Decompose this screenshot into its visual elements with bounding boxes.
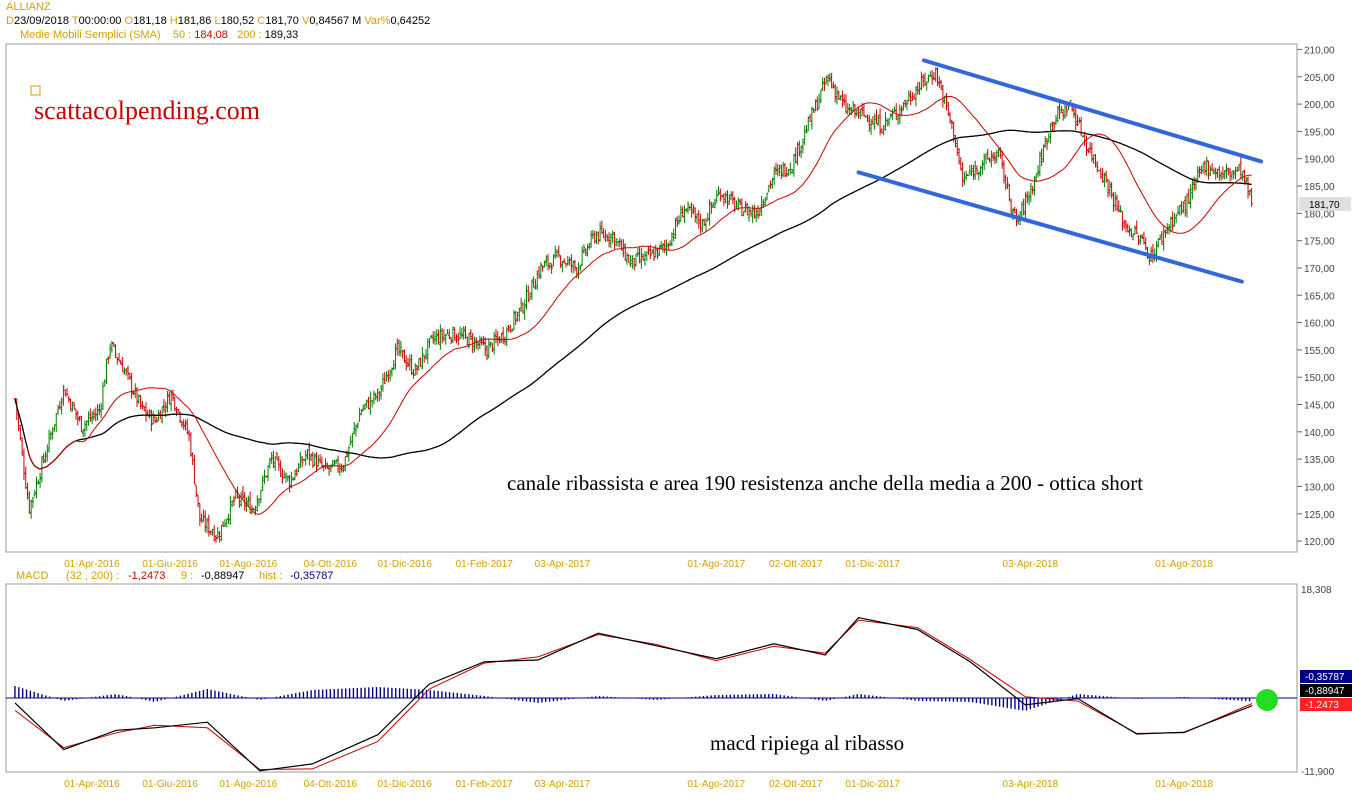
x-tick-label: 01-Dic-2016 bbox=[377, 559, 432, 570]
macd-x-axis: 01-Apr-2016 01-Giu-2016 01-Ago-2016 04-Ott-… bbox=[64, 779, 1213, 790]
time-value: 00:00:00 bbox=[78, 15, 122, 27]
y-tick-label: 190,00 bbox=[1304, 155, 1335, 166]
watermark-text: scattacolpending.com bbox=[34, 96, 260, 125]
price-frame bbox=[5, 43, 1298, 553]
sma200-line bbox=[14, 129, 1252, 470]
date-value: 23/09/2018 bbox=[13, 15, 70, 27]
x-tick-label: 01-Feb-2017 bbox=[456, 559, 514, 570]
signal-label: 9 : bbox=[181, 570, 193, 582]
last-price-tag: 181,70 bbox=[1299, 197, 1351, 212]
macd-y-label: 18,308 bbox=[1301, 585, 1332, 596]
macd-tag-label: -1,2473 bbox=[1305, 700, 1339, 711]
price-y-axis: 210,00 205,00 200,00 195,00 190,00 185,00 180,… bbox=[1297, 45, 1335, 548]
last-price-label: 181,70 bbox=[1309, 200, 1340, 211]
y-tick-label: 195,00 bbox=[1304, 127, 1335, 138]
channel-lower-line bbox=[856, 170, 1244, 284]
signal-value: -0,88947 bbox=[201, 570, 244, 582]
x-tick-label: 03-Apr-2017 bbox=[535, 559, 591, 570]
x-tick-label: 01-Dic-2016 bbox=[377, 779, 432, 790]
y-tick-label: 175,00 bbox=[1304, 237, 1335, 248]
candles bbox=[13, 67, 1253, 544]
y-tick-label: 120,00 bbox=[1304, 537, 1335, 548]
macd-line bbox=[14, 617, 1253, 772]
x-tick-label: 01-Dic-2017 bbox=[845, 779, 900, 790]
y-tick-label: 140,00 bbox=[1304, 428, 1335, 439]
price-x-axis: 01-Apr-2016 01-Giu-2016 01-Ago-2016 04-Ott-… bbox=[64, 559, 1213, 570]
macd-y-axis: 18,308 -11,900 bbox=[1301, 585, 1335, 778]
x-tick-label: 01-Ago-2016 bbox=[219, 559, 277, 570]
high-value: 181,86 bbox=[177, 15, 212, 27]
x-tick-label: 01-Apr-2016 bbox=[64, 779, 120, 790]
close-value: 181,70 bbox=[265, 15, 299, 27]
y-tick-label: 170,00 bbox=[1304, 264, 1335, 275]
macd-tag-box bbox=[1300, 684, 1352, 697]
macd-frame bbox=[5, 583, 1298, 773]
y-tick-label: 200,00 bbox=[1304, 100, 1335, 111]
open-value: 181,18 bbox=[133, 15, 167, 27]
x-tick-label: 01-Giu-2016 bbox=[142, 779, 198, 790]
y-tick-label: 155,00 bbox=[1304, 346, 1335, 357]
x-tick-label: 01-Ago-2017 bbox=[687, 779, 745, 790]
macd-tag-label: -0,88947 bbox=[1305, 686, 1345, 697]
x-tick-label: 01-Ago-2017 bbox=[687, 559, 745, 570]
sma200-value: 189,33 bbox=[264, 29, 299, 41]
channel-upper-line bbox=[921, 58, 1264, 164]
x-tick-label: 01-Dic-2017 bbox=[845, 559, 900, 570]
y-tick-label: 180,00 bbox=[1304, 209, 1335, 220]
macd-tag-box bbox=[1300, 698, 1352, 711]
y-tick-label: 185,00 bbox=[1304, 182, 1335, 193]
x-tick-label: 01-Ago-2018 bbox=[1155, 559, 1213, 570]
macd-legend: MACD (32 , 200) : -1,2473 9 : -0,88947 h… bbox=[16, 570, 333, 582]
x-tick-label: 04-Ott-2016 bbox=[304, 779, 358, 790]
last-price-box bbox=[1299, 197, 1351, 212]
macd-value: -1,2473 bbox=[128, 570, 165, 582]
sma50-line bbox=[27, 96, 1252, 515]
symbol-title: ALLIANZ bbox=[6, 1, 51, 13]
ohlc-readout: D23/09/2018 T00:00:00 O181,18 H181,86 L1… bbox=[6, 15, 431, 27]
y-tick-label: 210,00 bbox=[1304, 45, 1335, 56]
sma50-value: 184,08 bbox=[194, 29, 228, 41]
macd-histogram bbox=[6, 685, 1297, 711]
price-panel bbox=[5, 43, 1298, 553]
hist-label: hist : bbox=[259, 570, 282, 582]
x-tick-label: 04-Ott-2016 bbox=[304, 559, 358, 570]
x-tick-label: 01-Feb-2017 bbox=[456, 779, 514, 790]
y-tick-label: 150,00 bbox=[1304, 373, 1335, 384]
y-tick-label: 165,00 bbox=[1304, 291, 1335, 302]
macd-panel bbox=[5, 583, 1298, 773]
hist-value: -0,35787 bbox=[290, 570, 333, 582]
y-tick-label: 205,00 bbox=[1304, 73, 1335, 84]
x-tick-label: 02-Ott-2017 bbox=[769, 559, 823, 570]
macd-signal-line bbox=[14, 619, 1253, 771]
macd-marker bbox=[1256, 689, 1278, 711]
macd-label: MACD bbox=[16, 570, 48, 582]
macd-tag-box bbox=[1300, 670, 1352, 683]
macd-y-label: -11,900 bbox=[1301, 767, 1335, 778]
macd-params: (32 , 200) : bbox=[66, 570, 119, 582]
x-tick-label: 01-Apr-2016 bbox=[64, 559, 120, 570]
x-tick-label: 02-Ott-2017 bbox=[769, 779, 823, 790]
x-tick-label: 01-Giu-2016 bbox=[142, 559, 198, 570]
volume-value: 0,84567 M bbox=[309, 15, 362, 27]
macd-tag-label: -0,35787 bbox=[1305, 672, 1345, 683]
y-tick-label: 125,00 bbox=[1304, 510, 1335, 521]
y-tick-label: 160,00 bbox=[1304, 319, 1335, 330]
watermark-box bbox=[30, 85, 41, 96]
x-tick-label: 03-Apr-2018 bbox=[1003, 559, 1059, 570]
y-tick-label: 135,00 bbox=[1304, 455, 1335, 466]
sma-legend: Medie Mobili Semplici (SMA) 50 : 184,08 … bbox=[20, 29, 299, 41]
macd-annotation: macd ripiega al ribasso bbox=[710, 731, 904, 755]
x-tick-label: 03-Apr-2018 bbox=[1003, 779, 1059, 790]
var-value: 0,64252 bbox=[390, 15, 431, 27]
low-value: 180,52 bbox=[220, 15, 255, 27]
y-tick-label: 145,00 bbox=[1304, 401, 1335, 412]
x-tick-label: 01-Ago-2016 bbox=[219, 779, 277, 790]
x-tick-label: 03-Apr-2017 bbox=[535, 779, 591, 790]
y-tick-label: 130,00 bbox=[1304, 482, 1335, 493]
macd-value-tags: -0,35787 -0,88947 -1,2473 bbox=[1300, 670, 1352, 711]
price-annotation: canale ribassista e area 190 resistenza … bbox=[507, 471, 1143, 495]
x-tick-label: 01-Ago-2018 bbox=[1155, 779, 1213, 790]
